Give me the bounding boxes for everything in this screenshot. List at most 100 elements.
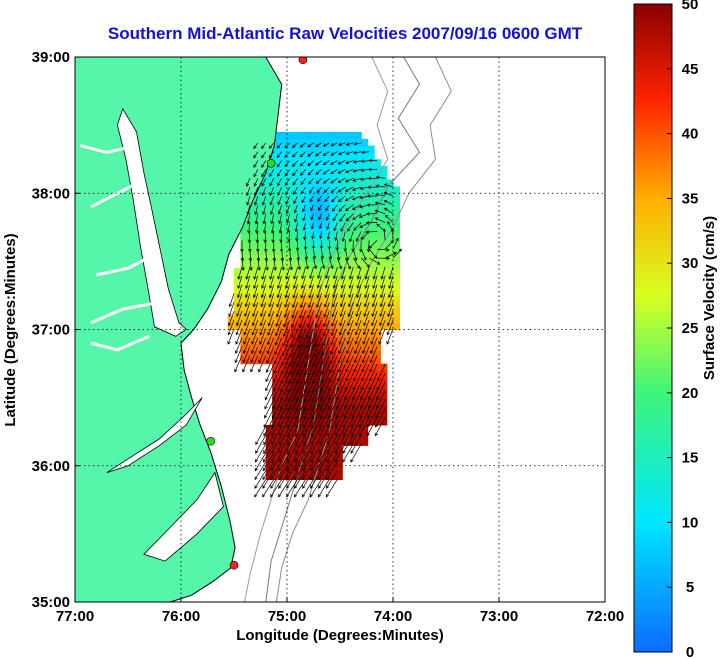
- velocity-cell: [316, 349, 324, 358]
- velocity-arrow: [287, 381, 298, 403]
- velocity-cell: [323, 309, 330, 317]
- velocity-cell: [373, 234, 381, 242]
- velocity-cell: [373, 343, 381, 351]
- velocity-cell: [272, 288, 280, 296]
- velocity-cell: [291, 404, 299, 412]
- velocity-arrow: [272, 390, 283, 410]
- velocity-cell: [329, 390, 337, 399]
- velocity-arrow: [261, 195, 267, 206]
- velocity-arrow: [303, 390, 314, 411]
- velocity-cell: [284, 145, 292, 153]
- velocity-cell: [310, 356, 318, 365]
- velocity-arrow: [228, 293, 235, 308]
- velocity-arrow: [285, 195, 291, 205]
- velocity-arrow: [277, 186, 283, 196]
- velocity-cell: [259, 193, 267, 201]
- velocity-cell: [304, 234, 311, 242]
- velocity-arrow: [235, 328, 243, 345]
- velocity-arrow: [304, 249, 309, 261]
- velocity-arrow: [302, 470, 314, 489]
- velocity-arrow: [284, 275, 291, 290]
- velocity-arrow: [337, 249, 341, 261]
- velocity-cell: [272, 295, 280, 303]
- velocity-cell: [265, 247, 273, 256]
- velocity-cell: [304, 186, 311, 194]
- velocity-arrow: [303, 417, 314, 437]
- velocity-arrow: [255, 222, 259, 234]
- velocity-cell: [348, 152, 356, 160]
- velocity-cell: [386, 247, 394, 256]
- velocity-arrow: [302, 213, 306, 222]
- velocity-arrow: [308, 186, 314, 194]
- velocity-arrow: [366, 212, 378, 216]
- velocity-arrow: [321, 337, 330, 356]
- velocity-cell: [329, 397, 337, 405]
- velocity-arrow: [235, 319, 243, 336]
- velocity-cell: [335, 213, 343, 222]
- velocity-cell: [297, 424, 305, 433]
- velocity-arrow: [279, 231, 283, 244]
- velocity-cell: [259, 227, 267, 235]
- velocity-cell: [246, 220, 254, 228]
- velocity-arrow: [319, 399, 330, 420]
- velocity-arrow: [250, 346, 259, 364]
- velocity-arrow: [312, 364, 322, 385]
- velocity-arrow: [270, 470, 282, 489]
- velocity-cell: [329, 254, 337, 262]
- velocity-cell: [304, 254, 311, 262]
- velocity-cell: [329, 418, 337, 426]
- velocity-cell: [316, 145, 324, 153]
- velocity-cell: [240, 288, 248, 296]
- velocity-cell: [310, 309, 318, 317]
- velocity-arrow: [340, 293, 346, 308]
- velocity-arrow: [291, 151, 298, 158]
- velocity-cell: [284, 200, 292, 208]
- velocity-cell: [272, 397, 280, 405]
- velocity-cell: [278, 145, 286, 153]
- velocity-cell: [291, 159, 299, 167]
- x-tick-label: 75:00: [268, 608, 306, 625]
- velocity-arrow: [308, 284, 314, 299]
- velocity-arrow: [300, 169, 306, 176]
- velocity-cell: [386, 240, 394, 249]
- velocity-cell: [316, 281, 324, 290]
- velocity-cell: [272, 472, 280, 480]
- velocity-cell: [284, 240, 292, 249]
- velocity-arrow: [375, 192, 386, 197]
- velocity-arrow: [341, 231, 346, 243]
- velocity-arrow: [252, 284, 259, 299]
- velocity-arrow: [334, 426, 346, 446]
- velocity-cell: [316, 343, 324, 351]
- velocity-arrow: [297, 257, 302, 271]
- velocity-cell: [297, 411, 305, 419]
- velocity-arrow: [246, 204, 251, 216]
- velocity-cell: [304, 404, 311, 412]
- velocity-arrow: [292, 284, 298, 299]
- velocity-arrow: [340, 222, 346, 232]
- velocity-arrow: [295, 240, 300, 252]
- velocity-cell: [380, 227, 388, 235]
- velocity-cell: [386, 288, 394, 296]
- velocity-arrow: [330, 337, 338, 355]
- velocity-arrow: [227, 310, 235, 327]
- velocity-cell: [361, 268, 369, 276]
- velocity-arrow: [375, 408, 386, 428]
- velocity-arrow: [374, 209, 386, 215]
- velocity-cell: [335, 281, 343, 290]
- velocity-cell: [316, 200, 324, 208]
- velocity-cell: [246, 281, 254, 290]
- velocity-arrow: [280, 372, 291, 393]
- velocity-cell: [380, 404, 388, 412]
- velocity-arrow: [328, 249, 333, 260]
- velocity-cell: [329, 200, 337, 208]
- velocity-cell: [297, 472, 305, 480]
- velocity-cell: [342, 363, 350, 371]
- velocity-cell: [354, 343, 362, 351]
- velocity-arrow: [261, 169, 267, 178]
- velocity-cell: [291, 343, 299, 351]
- velocity-cell: [297, 206, 305, 215]
- velocity-arrow: [261, 266, 267, 280]
- velocity-cell: [246, 302, 254, 310]
- velocity-cell: [291, 472, 299, 480]
- velocity-cell: [335, 404, 343, 412]
